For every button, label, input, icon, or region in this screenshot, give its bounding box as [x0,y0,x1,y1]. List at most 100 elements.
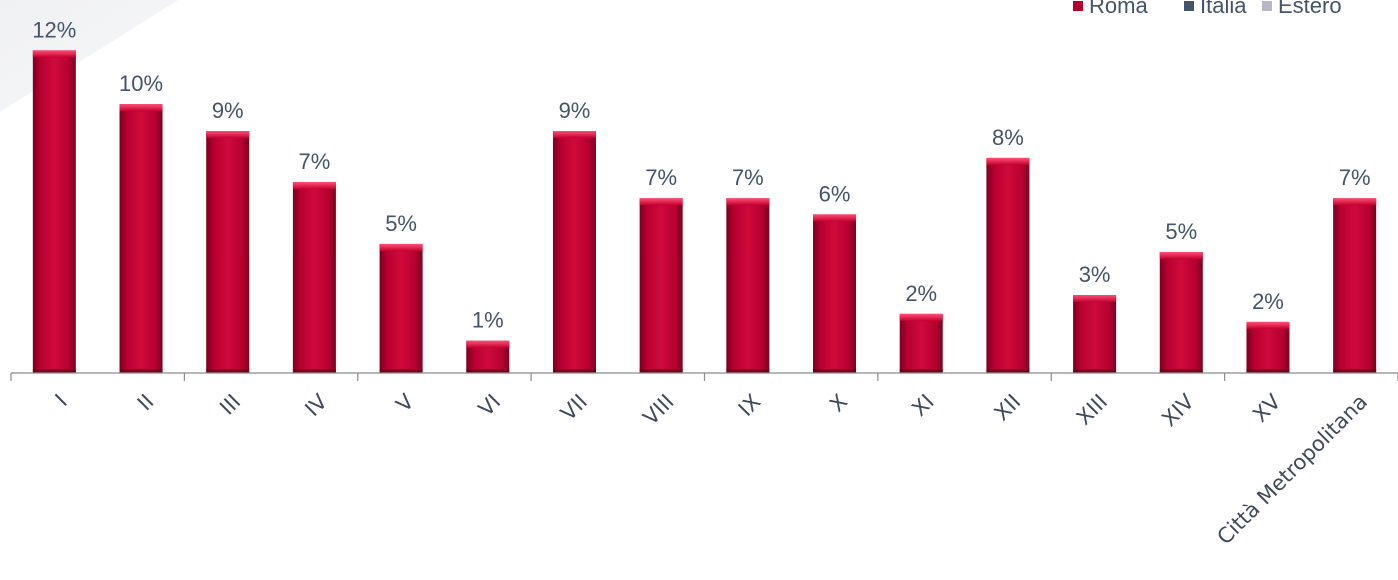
x-tick-label: III [215,390,245,420]
bar-base-shade [466,369,510,373]
bar-body [292,182,336,373]
x-tick-label: XI [907,390,939,422]
legend-label: Italia [1200,0,1247,18]
bar-2 [119,104,163,374]
bar-8 [639,198,683,373]
legend: Roma Italia Estero [1073,0,1342,18]
data-labels: 12% 10% 9% 7% 5% 1% 9% 7% 7% 6% 2% 8% 3% 5% 2% 7% [32,17,1370,332]
bar-highlight [1246,321,1290,329]
data-label: 7% [1339,165,1371,190]
bar-base-shade [32,369,76,373]
data-label: 2% [1252,289,1284,314]
bar-6 [466,340,510,373]
x-tick-label: XV [1248,389,1286,427]
legend-label: Estero [1278,0,1342,18]
tick-marks [10,373,1398,381]
x-tick-label: X [825,390,852,417]
bar-body [552,131,596,373]
bar-highlight [1073,295,1117,303]
x-tick-label: XII [990,390,1026,426]
bar-base-shade [986,369,1030,373]
bars-layer [32,50,1377,374]
data-label: 3% [1079,262,1111,287]
x-tick-label: V [391,389,419,417]
bar-body [726,198,770,373]
data-label: 9% [559,98,591,123]
bar-base-shade [119,369,163,373]
x-tick-label: VIII [638,390,678,430]
bar-base-shade [1246,369,1290,373]
legend-swatch [1073,1,1083,11]
legend-swatch [1262,1,1272,11]
data-label: 7% [732,165,764,190]
bar-body [1073,295,1117,373]
data-label: 6% [819,181,851,206]
legend-swatch [1184,1,1194,11]
bar-body [1159,252,1203,373]
legend-label: Roma [1089,0,1148,18]
bar-14 [1159,252,1203,373]
data-label: 2% [905,281,937,306]
x-tick-label: I [51,390,72,411]
bar-highlight [119,104,163,112]
x-tick-label: XIV [1157,389,1199,431]
bar-base-shade [1073,369,1117,373]
bar-highlight [32,50,76,58]
bar-highlight [292,182,336,190]
data-label: 9% [212,98,244,123]
bar-body [32,50,76,374]
bar-10 [813,214,857,373]
data-label: 10% [119,71,163,96]
bar-body [1333,198,1377,373]
data-label: 12% [32,17,76,42]
bar-base-shade [1159,369,1203,373]
bar-base-shade [292,369,336,373]
bar-highlight [813,214,857,222]
bar-highlight [552,131,596,139]
bar-base-shade [813,369,857,373]
x-tick-label: IV [300,389,332,421]
bar-base-shade [726,369,770,373]
bar-highlight [379,243,423,251]
data-label: 7% [645,165,677,190]
bar-base-shade [379,369,423,373]
x-tick-label: VI [474,390,506,422]
bar-highlight [899,313,943,321]
bar-body [1246,321,1290,373]
bar-highlight [466,340,510,348]
bar-base-shade [639,369,683,373]
x-tick-label: Città Metropolitana [1212,390,1372,550]
bar-5 [379,243,423,373]
legend-entry-estero: Estero [1262,0,1342,18]
bar-3 [206,131,250,373]
bar-highlight [726,198,770,206]
bar-13 [1073,295,1117,373]
bar-12 [986,157,1030,373]
bar-16 [1333,198,1377,373]
data-label: 5% [385,211,417,236]
data-label: 8% [992,125,1024,150]
bar-1 [32,50,76,374]
x-tick-label: IX [734,390,766,422]
bar-body [379,243,423,373]
bar-body [813,214,857,373]
bar-body [639,198,683,373]
bar-highlight [1159,252,1203,260]
bar-highlight [639,198,683,206]
bar-base-shade [1333,369,1377,373]
bar-11 [899,313,943,373]
bar-base-shade [552,369,596,373]
x-tick-labels: I II III IV V VI VII VIII IX X XI XII XIII XIV XVCittà… [51,389,1373,549]
bar-base-shade [206,369,250,373]
bar-7 [552,131,596,373]
x-tick-label: II [133,390,159,416]
x-tick-label: VII [556,390,592,426]
x-tick-label: XIII [1072,390,1112,430]
bar-body [986,157,1030,373]
legend-entry-roma: Roma [1073,0,1148,18]
bar-body [899,313,943,373]
bar-15 [1246,321,1290,373]
bar-highlight [986,157,1030,165]
